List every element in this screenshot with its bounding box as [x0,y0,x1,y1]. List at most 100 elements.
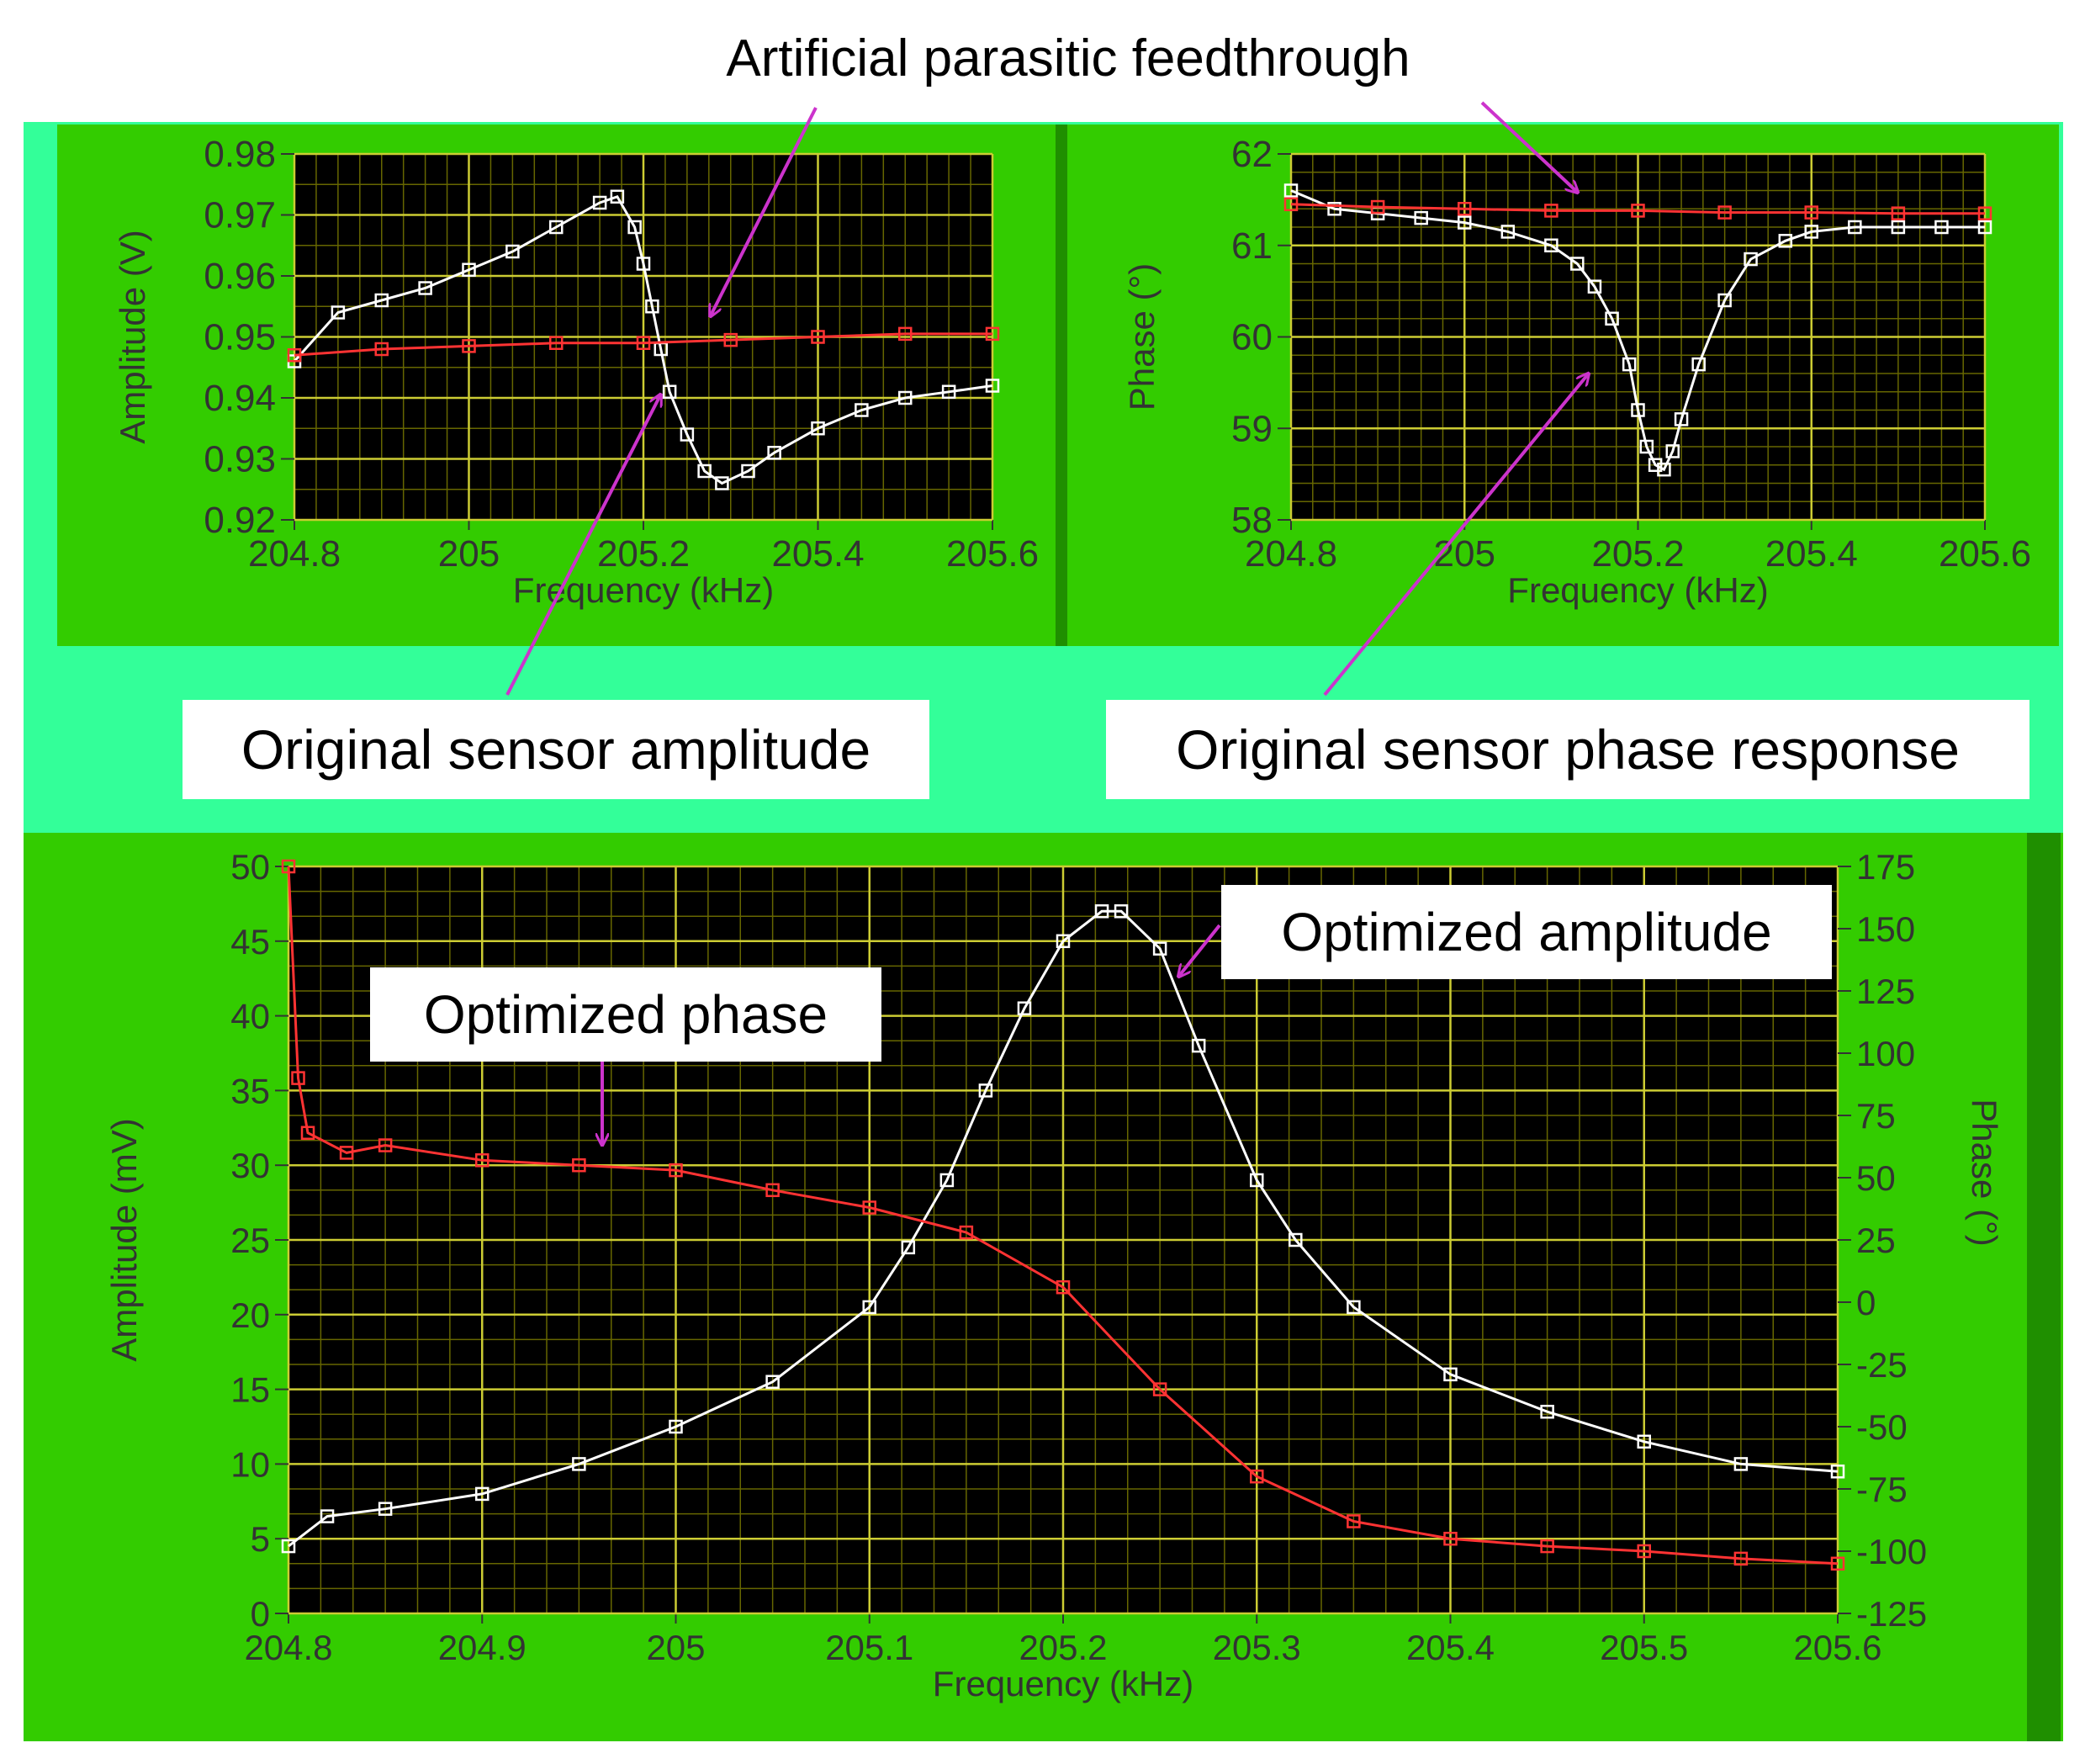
data-point [901,1240,916,1255]
data-point [572,1457,586,1471]
data-point [320,1509,335,1523]
data-point [1665,444,1680,458]
data-point [1458,202,1472,216]
data-point [1977,206,1992,220]
data-point [1691,357,1706,372]
data-point [1848,220,1862,235]
data-point [811,330,825,344]
y-tick-label: 35 [230,1071,270,1110]
data-point [898,326,913,342]
data-point [1443,1531,1458,1546]
data-point [765,1183,780,1198]
data-point [462,339,476,353]
y-tick-label: 58 [1231,500,1273,541]
data-point [1094,904,1109,919]
data-point [1830,1556,1845,1571]
arrow-feedthrough-to-phase [1480,101,1577,192]
arrow-original-amplitude [505,395,660,696]
y-tick-label: 40 [230,997,270,1036]
data-point [765,1375,780,1389]
optimized-phase-annotation: Optimized phase [370,967,881,1062]
data-point [1443,1367,1458,1382]
data-point [1778,234,1793,248]
data-point [1804,205,1818,220]
y-tick-label: 25 [230,1221,270,1260]
y2-tick-label: -75 [1856,1470,1908,1509]
data-point [610,189,625,204]
data-point [1544,204,1558,218]
data-point [1631,403,1645,417]
data-point [1631,204,1645,218]
data-point [862,1300,876,1315]
chart-1: 204.8 205 205.2 205.4 205.6 0.92 0.93 0.94 0.95 0… [113,134,1039,610]
data-point [549,220,564,235]
data-point [1250,1469,1264,1484]
x-tick-label: 205.2 [1591,533,1684,575]
data-point [475,1153,489,1168]
data-point [959,1225,974,1240]
y-tick-label: 45 [230,922,270,961]
data-point [941,384,956,399]
y-tick-label: 0.95 [204,317,276,358]
x-tick-label: 205 [1434,533,1495,575]
data-point [1639,439,1654,454]
data-point [1544,238,1558,252]
y-axis-label: Phase (°) [1122,263,1162,411]
data-point [1458,215,1472,230]
x-tick-label: 204.8 [244,1628,332,1667]
data-point [378,1502,393,1516]
y2-tick-label: 75 [1856,1096,1896,1136]
x-tick-label: 205.1 [825,1628,913,1667]
y-tick-label: 62 [1231,134,1273,175]
data-point [339,1146,354,1160]
series-2 [1283,197,1992,220]
data-point [1605,311,1619,326]
y-tick-label: 15 [230,1370,270,1410]
data-point [1674,412,1689,426]
data-point [1733,1551,1749,1566]
data-point [281,1539,296,1554]
data-point [811,421,825,436]
y2-tick-label: 125 [1856,972,1915,1011]
data-point [1648,458,1663,472]
series-line [293,194,993,485]
data-point [1152,941,1167,956]
data-point [1744,252,1758,267]
data-point [1717,205,1732,220]
data-point [898,390,913,405]
data-point [636,257,651,271]
data-point [985,379,1000,393]
series-line [294,332,992,357]
data-point [669,1163,683,1178]
data-point [1540,1404,1554,1419]
data-point [572,1157,586,1173]
data-point [1152,1382,1167,1396]
x-tick-label: 205.6 [1793,1628,1881,1667]
panel-bottom-edge [2027,833,2061,1741]
data-point [1370,199,1385,215]
original-phase-annotation: Original sensor phase response [1106,700,2029,799]
y-tick-label: 0.98 [204,134,276,175]
x-tick-label: 205.6 [946,533,1039,575]
x-tick-label: 205.4 [1406,1628,1495,1667]
data-point [291,1071,305,1085]
data-point [378,1138,393,1152]
y-tick-label: 0.94 [204,378,276,419]
data-point [1934,220,1949,235]
x-tick-label: 205.5 [1600,1628,1688,1667]
data-point [1830,1465,1845,1479]
series-2 [287,326,1000,363]
x-axis-label: Frequency (kHz) [1507,570,1768,610]
data-point [1804,225,1818,239]
arrow-feedthrough-to-amplitude [711,107,818,315]
data-point [862,1200,876,1215]
series-1 [281,904,1845,1554]
y-tick-label: 59 [1231,408,1273,449]
panel-divider [1056,124,1067,646]
x-tick-label: 204.8 [1245,533,1337,575]
data-point [475,1486,489,1502]
data-point [1056,1279,1071,1295]
data-point [462,262,476,277]
y2-tick-label: -125 [1856,1594,1927,1634]
